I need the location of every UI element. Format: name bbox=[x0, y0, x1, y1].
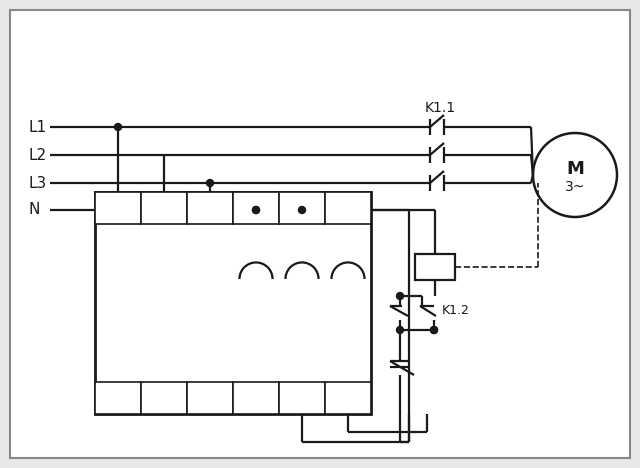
Bar bbox=[95, 192, 141, 224]
Text: K1.2: K1.2 bbox=[442, 304, 470, 316]
Text: N: N bbox=[28, 203, 40, 218]
Bar bbox=[233, 382, 279, 414]
Text: ПУСК: ПУСК bbox=[337, 309, 372, 322]
Text: 1: 1 bbox=[113, 201, 122, 215]
Text: L3: L3 bbox=[28, 176, 46, 190]
Circle shape bbox=[207, 180, 214, 187]
Circle shape bbox=[115, 124, 122, 131]
Text: СТОП: СТОП bbox=[336, 363, 372, 375]
Text: 2: 2 bbox=[159, 201, 168, 215]
Bar bbox=[279, 382, 325, 414]
Text: 5: 5 bbox=[298, 201, 307, 215]
Text: 6: 6 bbox=[344, 201, 353, 215]
Bar bbox=[95, 382, 141, 414]
Text: 7: 7 bbox=[114, 391, 122, 405]
Bar bbox=[415, 254, 455, 280]
Circle shape bbox=[431, 327, 438, 334]
Circle shape bbox=[253, 206, 259, 213]
Text: 8: 8 bbox=[159, 391, 168, 405]
Text: M: M bbox=[566, 160, 584, 178]
Text: L1: L1 bbox=[28, 119, 46, 134]
Text: 4: 4 bbox=[252, 201, 260, 215]
Bar bbox=[187, 192, 233, 224]
Text: 11: 11 bbox=[293, 391, 311, 405]
Bar bbox=[141, 192, 187, 224]
Bar bbox=[187, 382, 233, 414]
Bar bbox=[325, 382, 371, 414]
Text: 10: 10 bbox=[247, 391, 265, 405]
Text: 12: 12 bbox=[339, 391, 357, 405]
Bar bbox=[141, 382, 187, 414]
Bar bbox=[279, 192, 325, 224]
Bar bbox=[325, 192, 371, 224]
Text: K: K bbox=[430, 259, 440, 275]
Circle shape bbox=[397, 327, 403, 334]
Text: 3: 3 bbox=[205, 201, 214, 215]
Text: L2: L2 bbox=[28, 147, 46, 162]
Text: 3~: 3~ bbox=[565, 180, 585, 194]
Text: 9: 9 bbox=[205, 391, 214, 405]
Circle shape bbox=[298, 206, 305, 213]
Circle shape bbox=[397, 292, 403, 300]
Bar bbox=[233, 192, 279, 224]
Circle shape bbox=[253, 206, 259, 213]
Circle shape bbox=[431, 327, 438, 334]
Bar bbox=[95, 192, 371, 414]
Text: K1.1: K1.1 bbox=[425, 101, 456, 115]
